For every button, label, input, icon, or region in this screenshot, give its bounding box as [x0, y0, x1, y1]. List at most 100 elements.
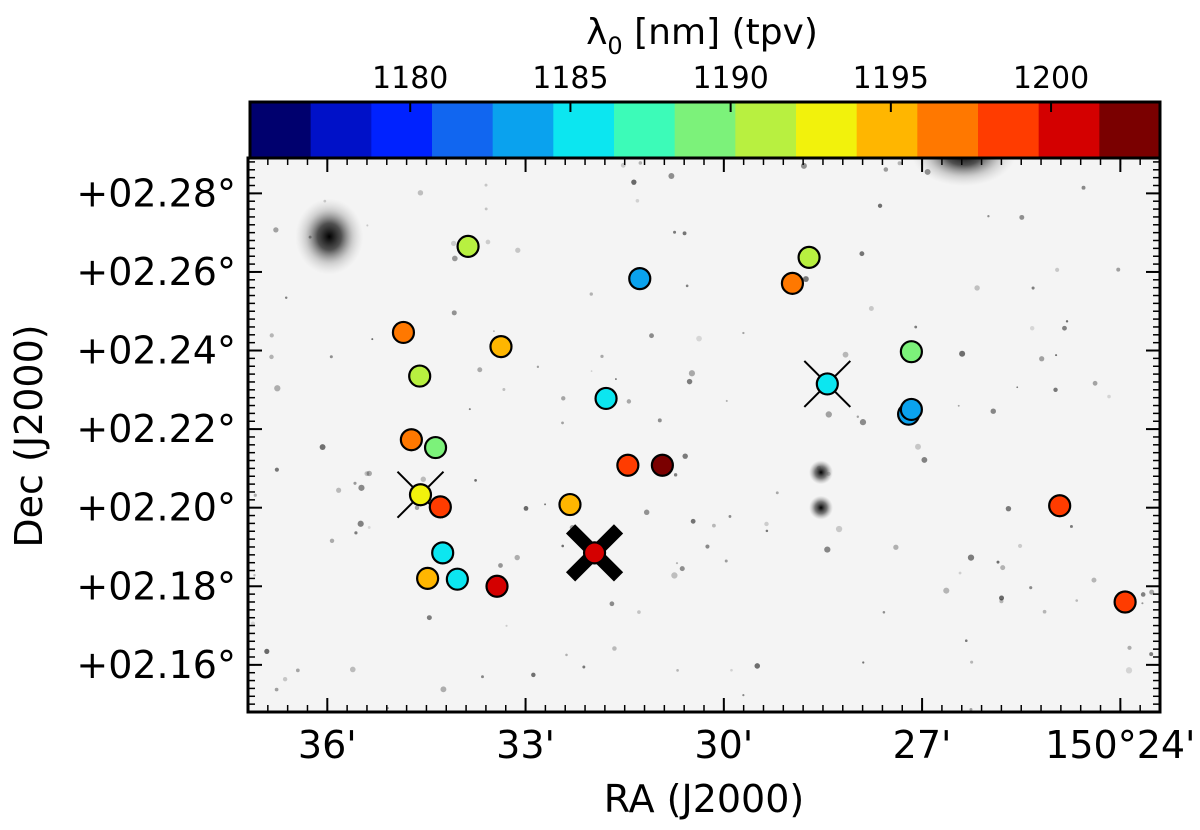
colorbar-segment — [856, 102, 918, 158]
faint-source — [754, 663, 761, 669]
faint-source — [856, 415, 860, 418]
faint-source — [1092, 380, 1098, 386]
colorbar-title: λ0 [nm] (tpv) — [586, 12, 818, 60]
faint-source — [498, 563, 503, 568]
faint-source — [893, 544, 899, 550]
faint-source — [417, 190, 424, 196]
faint-source — [561, 396, 566, 401]
tick-labels: 36' 33' 30' 27' 150°24' +02.16° +02.18° +02.20°… — [76, 171, 1195, 767]
faint-source — [269, 333, 274, 338]
faint-source — [800, 162, 807, 169]
faint-source — [724, 559, 728, 563]
faint-source — [1039, 356, 1045, 362]
faint-source — [531, 672, 536, 678]
faint-source — [676, 669, 679, 672]
faint-source — [609, 601, 615, 607]
y-tick-label: +02.22° — [76, 407, 236, 451]
faint-source — [679, 566, 685, 572]
faint-source — [1016, 386, 1019, 389]
colorbar: 1180 1185 1190 1195 1200 — [248, 61, 1162, 160]
data-point — [456, 234, 480, 259]
colorbar-title-symbol: λ — [586, 12, 607, 53]
data-point — [899, 397, 923, 422]
faint-source — [958, 571, 962, 575]
faint-source — [1127, 645, 1132, 650]
faint-source — [957, 404, 960, 407]
faint-source — [921, 456, 928, 463]
faint-source — [1005, 505, 1012, 512]
faint-source — [354, 531, 358, 535]
faint-source — [742, 694, 745, 697]
plot-background — [248, 158, 1160, 712]
faint-source — [970, 660, 974, 664]
data-point — [423, 435, 448, 460]
faint-source — [544, 503, 547, 506]
data-point — [582, 541, 607, 565]
data-point — [416, 566, 440, 591]
faint-source — [295, 668, 300, 673]
faint-source — [637, 610, 641, 614]
data-point — [428, 495, 452, 519]
y-tick-label: +02.28° — [76, 171, 236, 215]
data-point — [899, 340, 923, 364]
faint-source — [319, 444, 326, 451]
faint-source — [877, 203, 883, 208]
faint-source — [999, 595, 1005, 601]
faint-source — [1062, 325, 1067, 331]
faint-source — [565, 653, 568, 657]
data-point — [797, 245, 821, 270]
faint-source — [367, 526, 371, 529]
colorbar-segment — [492, 102, 554, 158]
faint-source — [523, 506, 529, 511]
faint-source — [451, 255, 458, 262]
colorbar-segment — [917, 102, 979, 158]
faint-source — [842, 351, 849, 358]
faint-source — [1116, 267, 1121, 272]
faint-source — [882, 611, 886, 614]
faint-source — [514, 554, 520, 561]
data-point — [558, 492, 582, 517]
data-point — [485, 574, 509, 598]
faint-source — [1055, 354, 1058, 357]
faint-source — [635, 198, 640, 203]
faint-source — [688, 370, 696, 377]
faint-source — [561, 544, 564, 548]
faint-source — [914, 325, 918, 329]
faint-source — [824, 546, 831, 553]
colorbar-segment — [310, 102, 372, 158]
faint-source — [730, 668, 733, 672]
faint-source — [284, 296, 288, 299]
faint-source — [705, 544, 710, 549]
faint-source — [329, 355, 333, 359]
faint-source — [897, 161, 902, 166]
y-tick-label: +02.24° — [76, 329, 236, 373]
data-point — [391, 320, 416, 345]
faint-source — [451, 240, 457, 247]
y-tick-label: +02.16° — [76, 643, 236, 687]
colorbar-tick-label: 1195 — [853, 61, 929, 96]
faint-source — [615, 378, 617, 380]
colorbar-segment — [796, 102, 858, 158]
x-tick-label: 150°24' — [1045, 723, 1195, 767]
data-point — [1048, 494, 1072, 518]
faint-source — [1141, 602, 1144, 605]
faint-source — [990, 408, 996, 414]
faint-source — [1055, 267, 1060, 272]
data-point — [815, 372, 839, 396]
faint-source — [673, 473, 678, 477]
faint-source — [600, 354, 604, 359]
faint-source — [987, 215, 990, 218]
data-point — [489, 334, 513, 359]
faint-source — [420, 476, 427, 482]
colorbar-segment — [1038, 102, 1100, 158]
faint-source — [835, 525, 843, 533]
faint-source — [253, 574, 256, 577]
faint-source — [643, 509, 650, 516]
faint-source — [631, 179, 637, 185]
faint-source — [440, 686, 447, 693]
data-points — [391, 234, 1137, 614]
faint-source — [515, 247, 521, 253]
faint-source — [868, 306, 874, 311]
faint-source — [915, 443, 921, 450]
faint-source — [264, 648, 270, 654]
